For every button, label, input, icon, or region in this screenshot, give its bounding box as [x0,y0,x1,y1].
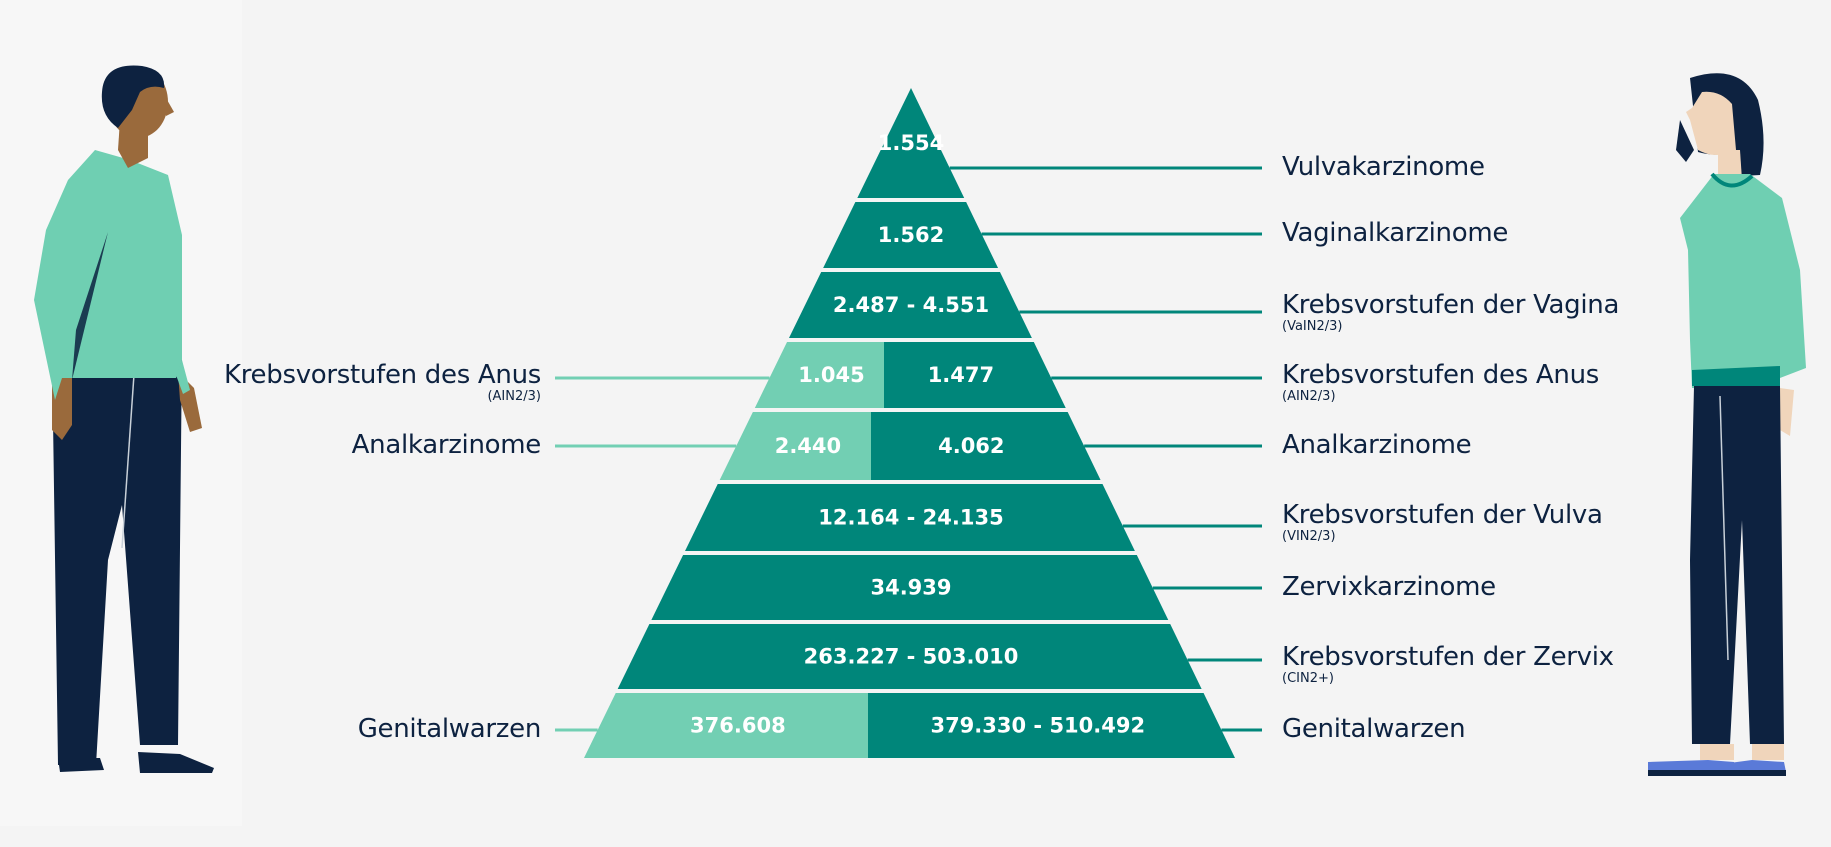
right-label-8: Krebsvorstufen der Zervix (CIN2+) [1282,642,1614,686]
right-label-subtext: (VIN2/3) [1282,529,1336,544]
right-label-subtext: (VaIN2/3) [1282,319,1343,334]
pyramid-value-2: 1.562 [878,223,944,247]
pyramid-layer-4-female [884,342,1066,408]
right-label-text: Krebsvorstufen des Anus [1282,360,1600,390]
right-label-text: Vaginalkarzinome [1282,218,1509,248]
pyramid-value-5-male: 2.440 [775,434,841,458]
right-label-7: Zervixkarzinome [1282,572,1496,602]
right-label-subtext: (AIN2/3) [1282,389,1336,404]
pyramid-layer-5-female [871,412,1101,480]
pyramid-value-4-female: 1.477 [928,363,994,387]
left-label-text: Krebsvorstufen des Anus [223,360,541,390]
pyramid-value-6: 12.164 - 24.135 [818,506,1003,530]
pyramid-value-1: 1.554 [878,131,944,155]
pyramid-layer-9-female [868,693,1235,758]
right-label-text: Analkarzinome [1282,430,1472,460]
pyramid-layer-3 [788,272,1032,338]
pyramid-layer-5-male [719,412,871,480]
right-label-text: Krebsvorstufen der Vagina [1282,290,1620,320]
pyramid-layer-2 [823,202,999,268]
right-label-text: Krebsvorstufen der Vulva [1282,500,1603,530]
pyramid-layer-9-male [584,693,868,758]
right-label-text: Krebsvorstufen der Zervix [1282,642,1614,672]
right-label-text: Zervixkarzinome [1282,572,1496,602]
pyramid-layer-4-male [754,342,884,408]
right-label-text: Genitalwarzen [1282,714,1466,744]
pyramid-value-9-female: 379.330 - 510.492 [930,714,1145,738]
pyramid-value-7: 34.939 [870,576,951,600]
left-label-4: Krebsvorstufen des Anus (AIN2/3) [224,360,541,404]
left-label-5: Analkarzinome [351,430,542,460]
right-label-5: Analkarzinome [1282,430,1472,460]
right-label-3: Krebsvorstufen der Vagina (VaIN2/3) [1282,290,1619,334]
right-label-subtext: (CIN2+) [1282,671,1334,686]
right-label-text: Vulvakarzinome [1282,152,1485,182]
right-label-9: Genitalwarzen [1282,714,1466,744]
pyramid-layer-7 [651,555,1169,620]
right-label-4: Krebsvorstufen des Anus (AIN2/3) [1282,360,1599,404]
pyramid-layer-6 [685,484,1135,551]
pyramid-value-8: 263.227 - 503.010 [804,645,1019,669]
pyramid-value-3: 2.487 - 4.551 [833,293,989,317]
right-label-1: Vulvakarzinome [1282,152,1485,182]
right-label-6: Krebsvorstufen der Vulva (VIN2/3) [1282,500,1603,544]
pyramid-value-5-female: 4.062 [938,434,1004,458]
pyramid-value-9-male: 376.608 [690,714,786,738]
man-figure-icon [34,65,214,773]
pyramid-layer-8 [617,624,1202,689]
pyramid-layer-1 [857,88,965,198]
woman-figure-icon [1648,73,1806,776]
pyramid: 1.554 1.562 2.487 - 4.551 1.045 1.477 2.440 4.… [584,88,1235,758]
left-label-subtext: (AIN2/3) [487,389,541,404]
right-label-2: Vaginalkarzinome [1282,218,1508,248]
left-label-text: Analkarzinome [351,430,542,460]
leader-lines [555,166,1262,732]
left-label-text: Genitalwarzen [357,714,542,744]
left-label-9: Genitalwarzen [357,714,542,744]
pyramid-value-4-male: 1.045 [798,363,864,387]
